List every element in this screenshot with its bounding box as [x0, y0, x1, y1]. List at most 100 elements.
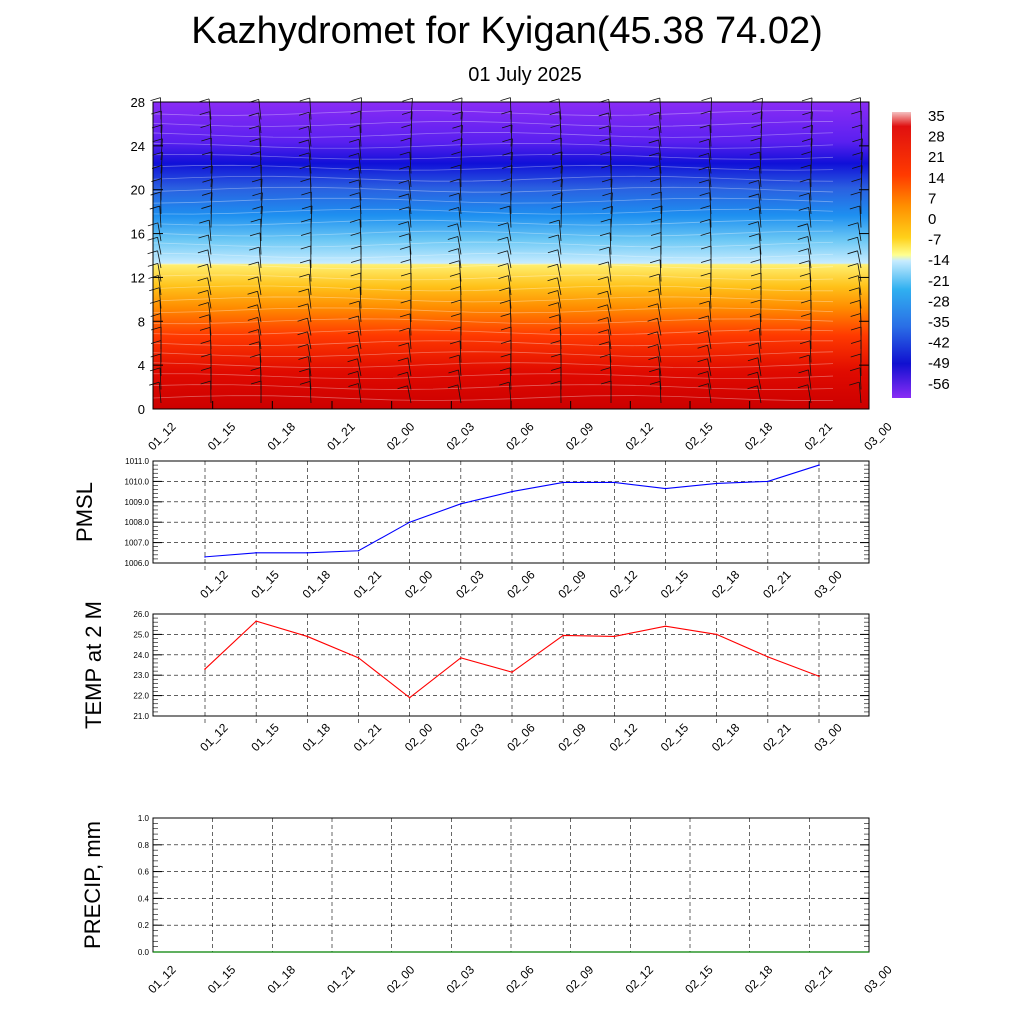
wind-barb-feather	[547, 249, 559, 254]
wind-barb	[459, 179, 462, 201]
xtick-label: 02_18	[742, 962, 776, 996]
wind-barb-feather	[451, 138, 463, 142]
xtick-label: 01_12	[197, 567, 231, 601]
wind-barb	[159, 300, 162, 323]
wind-barb	[757, 221, 762, 242]
wind-barb-feather	[298, 152, 310, 157]
contour-line	[152, 263, 834, 270]
heatmap-xtick-label: 03_00	[861, 419, 895, 453]
wind-barb	[857, 275, 862, 296]
wind-barb-feather	[450, 326, 461, 331]
wind-barb-feather	[550, 380, 561, 385]
wind-barb-feather	[348, 315, 359, 320]
wind-barb-feather	[448, 207, 459, 211]
series-point	[818, 675, 820, 678]
heatmap-xtick-label: 01_15	[205, 419, 239, 453]
wind-barb	[460, 138, 463, 161]
wind-barb-feather	[200, 353, 212, 358]
wind-barb-feather	[149, 367, 161, 372]
wind-barb-feather	[397, 371, 408, 376]
wind-barb-feather	[801, 97, 813, 102]
wind-barb	[560, 151, 563, 174]
xtick-label: 02_15	[658, 720, 692, 754]
heatmap-xtick-label: 01_12	[145, 419, 179, 453]
wind-barb-feather	[298, 126, 309, 130]
wind-barb-feather	[852, 151, 863, 156]
wind-barb-feather	[499, 367, 511, 372]
xtick-label: 02_12	[607, 720, 641, 754]
wind-barb	[508, 382, 512, 404]
wind-barb	[308, 139, 312, 161]
wind-barb	[857, 237, 862, 255]
heatmap-xtick-label: 02_03	[444, 419, 478, 453]
wind-barb	[810, 97, 813, 120]
wind-barb-feather	[348, 383, 359, 387]
wind-barb-feather	[648, 288, 659, 293]
wind-barb-feather	[199, 314, 210, 319]
wind-barb	[860, 97, 862, 120]
wind-barb-feather	[698, 315, 709, 320]
contour-line	[152, 362, 834, 369]
wind-barb-feather	[699, 286, 711, 291]
wind-barb-feather	[449, 340, 461, 345]
wind-barb-feather	[699, 124, 710, 129]
wind-barb	[357, 345, 362, 363]
wind-barb	[160, 138, 163, 161]
wind-barb-feather	[247, 317, 258, 321]
wind-barb	[210, 151, 213, 174]
wind-barb	[558, 302, 562, 323]
wind-barb-feather	[700, 232, 711, 236]
ytick-label: 25.0	[133, 630, 149, 639]
wind-barb-feather	[150, 313, 161, 317]
wind-barb-feather	[647, 344, 658, 348]
wind-barb-feather	[350, 259, 362, 263]
wind-barb	[757, 372, 762, 390]
wind-barb	[608, 247, 612, 269]
xtick-label: 02_06	[503, 962, 537, 996]
ytick-label: 1008.0	[125, 518, 150, 527]
wind-barb-feather	[750, 299, 761, 304]
wind-barb-feather	[151, 165, 163, 169]
wind-barb-feather	[598, 112, 609, 117]
wind-barb-feather	[799, 178, 810, 183]
wind-barb	[858, 287, 862, 309]
wind-barb-feather	[748, 342, 759, 347]
wind-barb	[257, 317, 262, 336]
wind-barb-feather	[499, 381, 510, 386]
wind-barb-feather	[350, 232, 361, 236]
wind-barb-feather	[798, 248, 809, 253]
wind-barb	[659, 381, 662, 404]
wind-barb-feather	[598, 261, 609, 266]
wind-barb-feather	[450, 164, 461, 169]
wind-barb-feather	[748, 179, 759, 184]
wind-barb-feather	[801, 151, 812, 155]
wind-barb	[708, 301, 712, 323]
series-point	[715, 633, 718, 636]
y-axis-label: PMSL	[72, 482, 97, 542]
wind-barb	[809, 273, 812, 296]
wind-barb-feather	[299, 273, 310, 278]
wind-barb	[157, 263, 162, 282]
wind-barb	[458, 369, 462, 390]
wind-barb	[709, 286, 712, 309]
wind-barb-feather	[847, 236, 858, 241]
wind-barb-feather	[299, 380, 311, 385]
wind-barb	[658, 126, 662, 147]
wind-barb-feather	[550, 367, 562, 371]
panel-frame	[152, 613, 870, 717]
wind-barb-feather	[299, 111, 310, 116]
wind-barb-feather	[449, 354, 460, 359]
wind-barb	[208, 314, 212, 336]
wind-barb-feather	[797, 236, 808, 240]
wind-barb	[610, 192, 613, 215]
wind-barb-feather	[650, 178, 661, 182]
colorbar-label: -7	[928, 232, 941, 249]
wind-barb-feather	[150, 97, 161, 101]
wind-barb-feather	[348, 153, 359, 157]
wind-barb-feather	[500, 97, 511, 101]
wind-barb	[460, 97, 463, 120]
contour-line	[152, 395, 834, 401]
heatmap-xtick-label: 02_21	[802, 419, 836, 453]
wind-barb-feather	[200, 340, 211, 344]
wind-barb-feather	[149, 299, 161, 304]
